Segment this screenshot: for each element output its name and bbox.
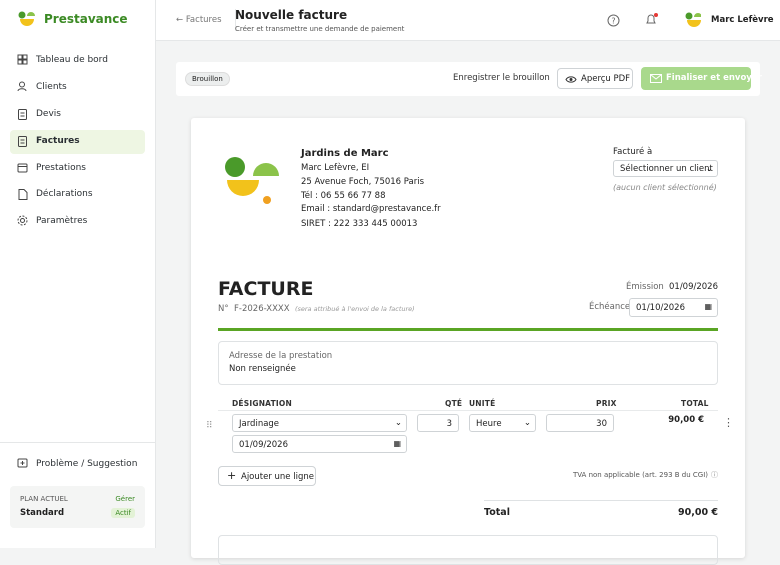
number-label: N° bbox=[218, 304, 229, 314]
invoice-card: Jardins de Marc Marc Lefèvre, EI 25 Aven… bbox=[191, 118, 745, 565]
plan-label: PLAN ACTUEL bbox=[20, 495, 68, 503]
company-owner: Marc Lefèvre, EI bbox=[301, 163, 370, 173]
add-line-button[interactable]: + Ajouter une ligne bbox=[218, 466, 316, 486]
nav-label: Déclarations bbox=[36, 189, 93, 199]
invoice-number: N° F-2026-XXXX (sera attribué à l'envoi … bbox=[218, 304, 415, 314]
total-rule bbox=[484, 500, 718, 501]
unit: Heure bbox=[476, 419, 502, 429]
info-icon[interactable]: ⓘ bbox=[711, 471, 718, 479]
toolbar: Brouillon Enregistrer le brouillon Aperç… bbox=[176, 62, 762, 96]
col-header: DÉSIGNATION bbox=[232, 399, 292, 408]
page-title: Nouvelle facture bbox=[235, 8, 348, 22]
preview-button[interactable]: Aperçu PDF bbox=[557, 68, 633, 89]
total-value: 90,00 € bbox=[678, 507, 718, 518]
top-header: ← Factures Nouvelle facture Créer et tra… bbox=[156, 0, 780, 41]
company-logo bbox=[225, 157, 279, 204]
company-address: 25 Avenue Foch, 75016 Paris bbox=[301, 177, 425, 187]
vat-note: TVA non applicable (art. 293 B du CGI) bbox=[572, 471, 708, 479]
due-date-input[interactable]: 01/10/2026 ▦ bbox=[629, 298, 718, 317]
plan-box: PLAN ACTUEL Gérer Standard Actif bbox=[10, 486, 145, 528]
user-name[interactable]: Marc Lefèvre bbox=[711, 15, 774, 25]
designation: Jardinage bbox=[239, 419, 280, 429]
svg-text:?: ? bbox=[611, 17, 615, 26]
price-input[interactable]: 30 bbox=[546, 414, 614, 432]
service-address-label: Adresse de la prestation bbox=[229, 351, 333, 361]
nav-label: Prestations bbox=[36, 163, 86, 173]
divider bbox=[0, 442, 155, 443]
page-subtitle: Créer et transmettre une demande de paie… bbox=[235, 25, 405, 33]
back-label: Factures bbox=[185, 15, 222, 25]
plan-manage[interactable]: Gérer bbox=[115, 495, 135, 503]
nav-label: Tableau de bord bbox=[36, 55, 108, 65]
brand: Prestavance bbox=[44, 12, 128, 26]
col-header: PRIX bbox=[596, 399, 617, 408]
total-label: Total bbox=[484, 507, 510, 518]
company-email: Email : standard@prestavance.fr bbox=[301, 204, 441, 214]
save-button[interactable]: Enregistrer le brouillon bbox=[453, 73, 550, 83]
client-select[interactable]: Sélectionner un client ⌄ bbox=[613, 160, 718, 177]
client-note: (aucun client sélectionné) bbox=[613, 183, 717, 192]
number-value: F-2026-XXXX bbox=[234, 304, 290, 314]
brand-logo bbox=[18, 11, 35, 26]
nav-label: Devis bbox=[36, 109, 61, 119]
back-link[interactable]: ← Factures bbox=[176, 15, 222, 25]
nav-item[interactable]: Déclarations bbox=[10, 183, 145, 207]
nav-item[interactable]: Devis bbox=[10, 103, 145, 127]
issue-label: Émission bbox=[626, 282, 664, 292]
invoice-title: FACTURE bbox=[218, 278, 314, 300]
issue-date: 01/09/2026 bbox=[669, 282, 718, 292]
accent-rule bbox=[218, 328, 718, 331]
sidebar: Prestavance Tableau de bord Clients Devi… bbox=[0, 0, 156, 548]
nav-label: Factures bbox=[36, 136, 80, 146]
qty-input[interactable]: 3 bbox=[417, 414, 459, 432]
service-address-box[interactable]: Adresse de la prestation Non renseignée bbox=[218, 341, 718, 385]
nav-item[interactable]: Paramètres bbox=[10, 210, 145, 234]
add-line-label: Ajouter une ligne bbox=[241, 472, 314, 482]
designation-select[interactable]: Jardinage ⌄ bbox=[232, 414, 407, 432]
header-rule bbox=[218, 410, 718, 411]
avatar[interactable] bbox=[685, 12, 701, 28]
preview-label: Aperçu PDF bbox=[581, 74, 631, 84]
due-date: 01/10/2026 bbox=[636, 303, 685, 313]
finalize-label: Finaliser et envoyer bbox=[666, 73, 762, 83]
company-name: Jardins de Marc bbox=[301, 148, 389, 159]
due-label: Échéance bbox=[589, 302, 631, 312]
line-date-input[interactable]: 01/09/2026 ▦ bbox=[232, 435, 407, 453]
nav-label: Paramètres bbox=[36, 216, 88, 226]
nav-item[interactable]: Prestations bbox=[10, 157, 145, 181]
plan-status: Actif bbox=[111, 508, 135, 518]
billed-to-label: Facturé à bbox=[613, 147, 653, 157]
nav-item[interactable]: Clients bbox=[10, 76, 145, 100]
line-total: 90,00 € bbox=[668, 415, 704, 425]
finalize-button[interactable]: Finaliser et envoyer bbox=[641, 67, 762, 90]
help-icon[interactable]: ? bbox=[607, 14, 620, 27]
nav-item[interactable]: Tableau de bord bbox=[10, 49, 145, 73]
client-select-text: Sélectionner un client bbox=[620, 164, 713, 174]
drag-handle[interactable]: ⠿ bbox=[206, 421, 213, 431]
col-header: UNITÉ bbox=[469, 399, 496, 408]
number-note: (sera attribué à l'envoi de la facture) bbox=[294, 305, 415, 313]
service-address-value: Non renseignée bbox=[229, 364, 296, 374]
plan-name: Standard bbox=[20, 508, 65, 518]
row-menu[interactable]: ⋮ bbox=[723, 416, 734, 429]
line-date: 01/09/2026 bbox=[239, 440, 288, 450]
feedback-link[interactable]: Problème / Suggestion bbox=[10, 453, 145, 477]
nav-item[interactable]: Factures bbox=[10, 130, 145, 154]
unit-select[interactable]: Heure ⌄ bbox=[469, 414, 536, 432]
feedback-label: Problème / Suggestion bbox=[36, 459, 138, 469]
separator bbox=[235, 9, 236, 31]
company-siret: SIRET : 222 333 445 00013 bbox=[301, 219, 418, 229]
nav-label: Clients bbox=[36, 82, 67, 92]
company-phone: Tél : 06 55 66 77 88 bbox=[301, 191, 386, 201]
notification-icon[interactable] bbox=[644, 12, 659, 27]
col-header: QTÉ bbox=[445, 399, 463, 408]
notes-box bbox=[218, 535, 718, 565]
col-header: TOTAL bbox=[681, 399, 709, 408]
status-pill: Brouillon bbox=[185, 72, 230, 86]
